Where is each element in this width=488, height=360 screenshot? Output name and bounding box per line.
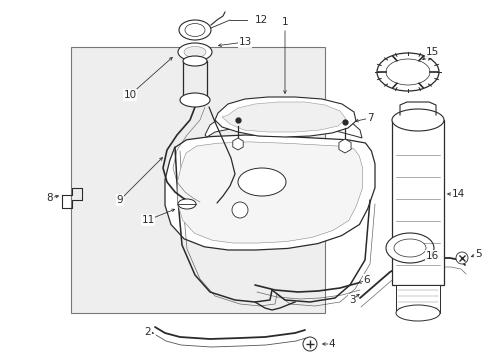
Text: 15: 15 [425, 47, 438, 57]
Text: 2: 2 [144, 327, 151, 337]
Ellipse shape [180, 93, 209, 107]
Ellipse shape [178, 43, 212, 61]
Circle shape [455, 252, 467, 264]
Ellipse shape [238, 168, 285, 196]
Polygon shape [177, 142, 362, 243]
Text: 3: 3 [348, 295, 355, 305]
Ellipse shape [179, 20, 210, 40]
Text: 8: 8 [46, 193, 53, 203]
Ellipse shape [376, 53, 438, 91]
Bar [395, 285, 439, 313]
Circle shape [303, 337, 316, 351]
Text: 9: 9 [117, 195, 123, 205]
Text: 6: 6 [363, 275, 369, 285]
Bar [391, 120, 443, 285]
Circle shape [231, 202, 247, 218]
Polygon shape [215, 97, 355, 137]
Text: 10: 10 [123, 90, 136, 100]
Ellipse shape [385, 59, 429, 85]
Text: 5: 5 [474, 249, 480, 259]
Ellipse shape [395, 305, 439, 321]
Text: 4: 4 [328, 339, 335, 349]
Polygon shape [204, 112, 361, 138]
Text: 1: 1 [281, 17, 288, 27]
Ellipse shape [385, 233, 433, 263]
Text: 12: 12 [254, 15, 268, 25]
Ellipse shape [183, 56, 206, 66]
Text: 11: 11 [141, 215, 154, 225]
Text: 7: 7 [366, 113, 372, 123]
Ellipse shape [184, 23, 204, 36]
Ellipse shape [393, 239, 425, 257]
Ellipse shape [178, 199, 196, 209]
Ellipse shape [391, 109, 443, 131]
Polygon shape [164, 135, 374, 250]
Text: 13: 13 [238, 37, 251, 47]
Text: 16: 16 [425, 251, 438, 261]
Bar [71, 47, 325, 313]
Polygon shape [222, 102, 346, 132]
Text: 14: 14 [450, 189, 464, 199]
Ellipse shape [183, 46, 205, 58]
